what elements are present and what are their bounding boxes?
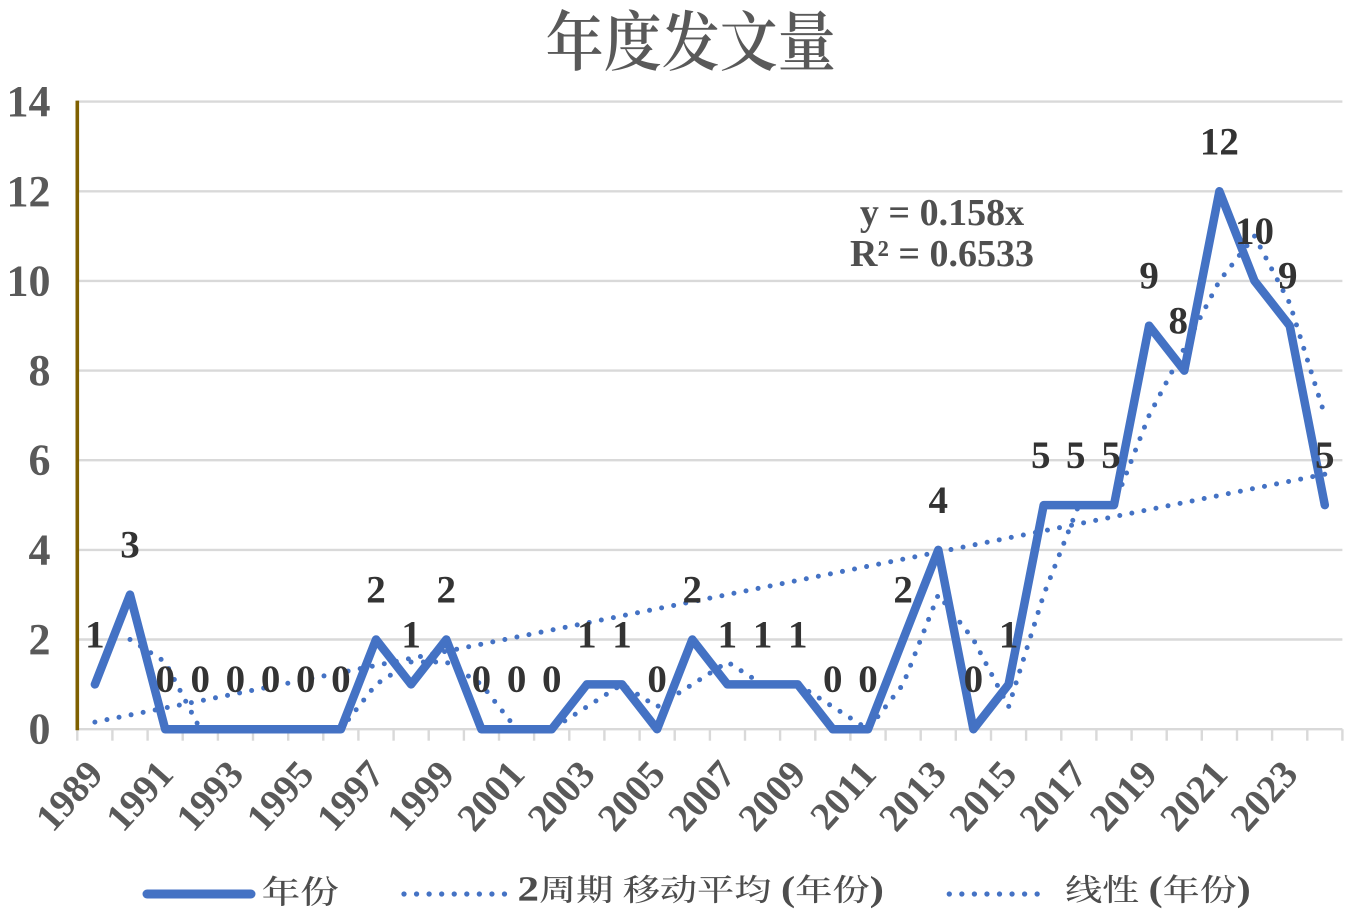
svg-text:5: 5 <box>1066 434 1086 477</box>
svg-text:9: 9 <box>1139 255 1159 298</box>
svg-text:1: 1 <box>85 613 105 656</box>
svg-text:0: 0 <box>29 705 51 754</box>
svg-text:0: 0 <box>823 658 843 701</box>
svg-text:1: 1 <box>753 613 773 656</box>
svg-text:10: 10 <box>7 256 51 305</box>
svg-text:0: 0 <box>542 658 562 701</box>
svg-text:0: 0 <box>261 658 281 701</box>
svg-text:1: 1 <box>718 613 738 656</box>
svg-text:0: 0 <box>155 658 175 701</box>
svg-text:2: 2 <box>893 569 913 612</box>
svg-text:5: 5 <box>1031 434 1051 477</box>
svg-text:8: 8 <box>1169 300 1189 343</box>
svg-text:2: 2 <box>366 569 386 612</box>
svg-text:y = 0.158x: y = 0.158x <box>860 192 1024 234</box>
svg-text:0: 0 <box>472 658 492 701</box>
svg-text:4: 4 <box>29 525 51 574</box>
svg-text:8: 8 <box>29 346 51 395</box>
svg-text:10: 10 <box>1235 210 1274 253</box>
svg-text:0: 0 <box>296 658 316 701</box>
svg-text:0: 0 <box>191 658 211 701</box>
svg-text:1: 1 <box>999 613 1019 656</box>
svg-text:1: 1 <box>577 613 597 656</box>
svg-text:9: 9 <box>1278 255 1298 298</box>
svg-text:2: 2 <box>437 569 457 612</box>
svg-text:12: 12 <box>1200 120 1239 163</box>
svg-text:6: 6 <box>29 436 51 485</box>
svg-text:0: 0 <box>226 658 246 701</box>
svg-text:2: 2 <box>683 569 703 612</box>
svg-text:R² = 0.6533: R² = 0.6533 <box>850 233 1034 275</box>
svg-text:0: 0 <box>507 658 527 701</box>
svg-text:1: 1 <box>401 613 421 656</box>
svg-text:0: 0 <box>331 658 351 701</box>
svg-text:14: 14 <box>7 77 51 126</box>
svg-text:0: 0 <box>858 658 878 701</box>
svg-text:5: 5 <box>1315 434 1335 477</box>
svg-text:5: 5 <box>1101 434 1121 477</box>
svg-text:3: 3 <box>120 524 140 567</box>
svg-text:0: 0 <box>647 658 667 701</box>
svg-text:1: 1 <box>612 613 632 656</box>
svg-text:12: 12 <box>7 167 51 216</box>
svg-text:2: 2 <box>29 615 51 664</box>
svg-text:0: 0 <box>964 658 984 701</box>
svg-text:4: 4 <box>929 479 949 522</box>
svg-text:1: 1 <box>788 613 808 656</box>
